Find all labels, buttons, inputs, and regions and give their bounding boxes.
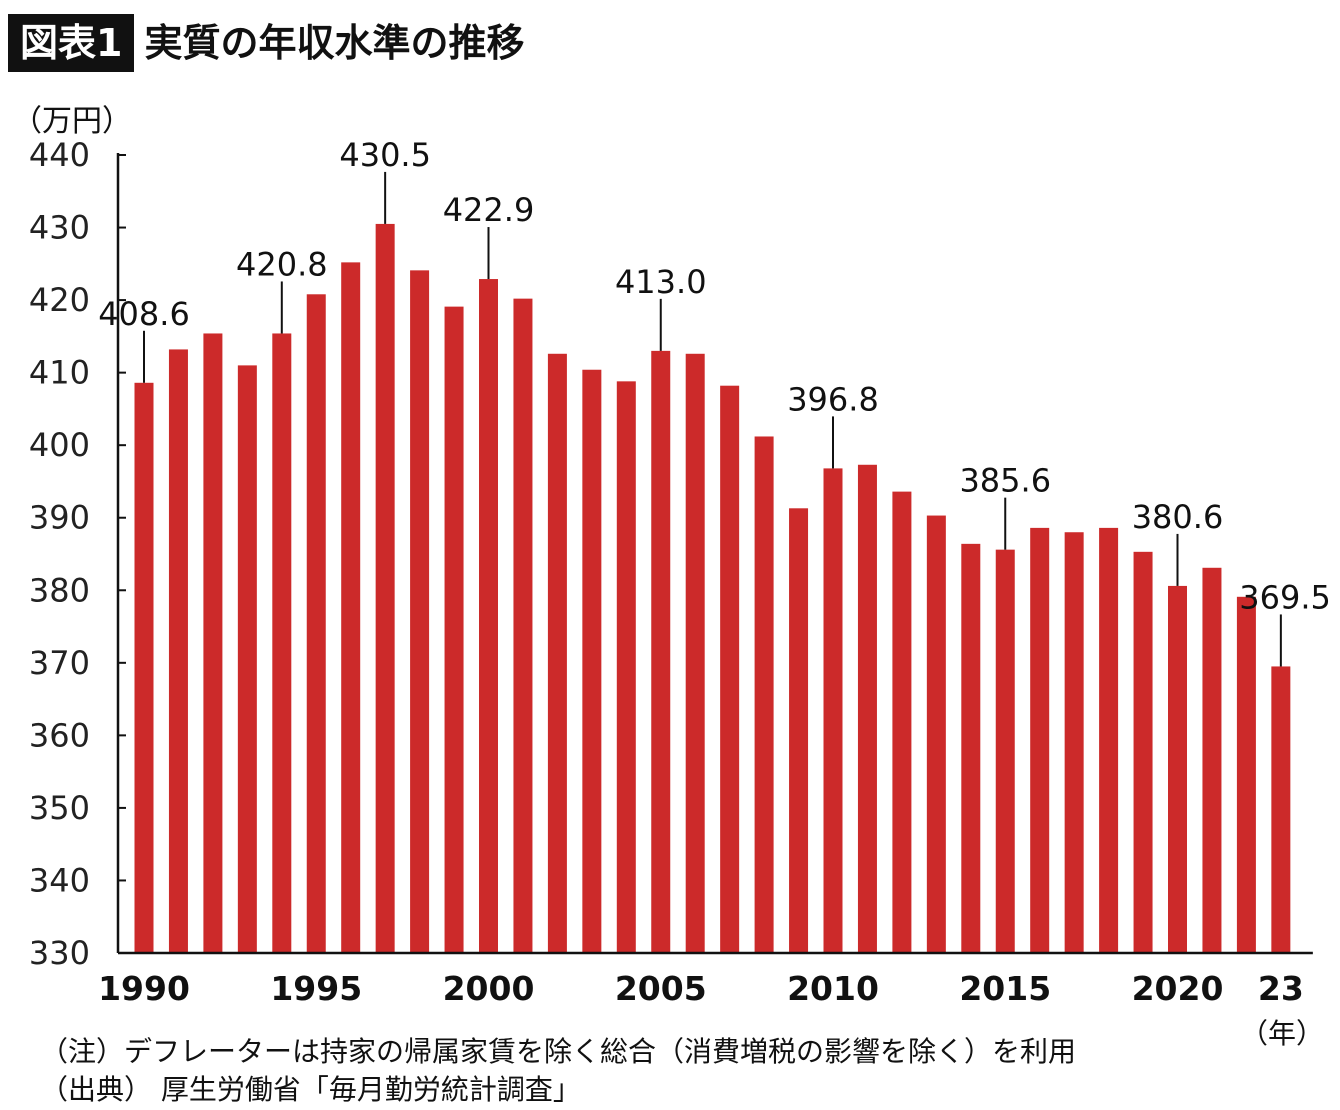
bar-2003: [582, 369, 602, 953]
y-axis-unit: （万円）: [12, 104, 132, 139]
y-tick-label-330: 330: [29, 934, 90, 972]
bar-2004: [616, 381, 636, 954]
y-tick-label-360: 360: [29, 716, 90, 754]
value-label-2020: 380.6: [1132, 498, 1224, 536]
x-tick-label-2020: 2020: [1132, 969, 1224, 1008]
bar-2012: [892, 491, 912, 953]
bar-2015: [995, 549, 1015, 953]
x-tick-label-2000: 2000: [443, 969, 535, 1008]
bar-1990: [134, 382, 154, 953]
y-tick-label-440: 440: [29, 136, 90, 174]
value-label-2005: 413.0: [615, 263, 707, 301]
y-tick-label-340: 340: [29, 861, 90, 899]
bar-1997: [375, 223, 395, 953]
value-label-2010: 396.8: [787, 380, 879, 418]
bar-2016: [1030, 527, 1050, 953]
bar-2008: [754, 436, 774, 954]
bar-2009: [789, 508, 809, 953]
bar-2023: [1271, 666, 1291, 953]
bar-2017: [1064, 532, 1084, 953]
value-label-2000: 422.9: [443, 191, 535, 229]
bar-1995: [306, 294, 326, 954]
figure-badge: 図表1: [8, 14, 135, 72]
footnote: （注）デフレーターは持家の帰属家賃を除く総合（消費増税の影響を除く）を利用: [40, 1035, 1077, 1068]
bar-1998: [410, 270, 430, 953]
bar-2000: [479, 279, 498, 953]
bar-2019: [1133, 551, 1153, 953]
y-tick-label-430: 430: [29, 209, 90, 247]
y-tick-label-400: 400: [29, 426, 90, 464]
chart-title: 実質の年収水準の推移: [144, 21, 525, 65]
bar-2007: [720, 385, 740, 953]
value-label-1990: 408.6: [98, 295, 190, 333]
bar-2001: [513, 298, 533, 953]
bar-1992: [203, 333, 223, 954]
y-tick-label-410: 410: [29, 354, 90, 392]
bar-2002: [547, 353, 567, 953]
y-tick-label-350: 350: [29, 789, 90, 827]
bar-1994: [272, 333, 292, 954]
x-tick-label-1990: 1990: [98, 969, 190, 1008]
bar-2011: [857, 464, 877, 953]
x-axis-unit: （年）: [1240, 1017, 1325, 1050]
y-tick-label-390: 390: [29, 499, 90, 537]
y-tick-label-420: 420: [29, 281, 90, 319]
value-label-1994: 420.8: [236, 245, 328, 283]
bar-1999: [444, 306, 464, 953]
source-note: （出典） 厚生労働省「毎月勤労統計調査」: [40, 1073, 581, 1106]
bar-2005: [651, 350, 671, 953]
x-tick-label-2015: 2015: [959, 969, 1051, 1008]
x-tick-label-2005: 2005: [615, 969, 707, 1008]
value-label-2023: 369.5: [1239, 578, 1331, 616]
bar-1993: [237, 365, 257, 953]
y-tick-label-370: 370: [29, 644, 90, 682]
bar-2013: [926, 515, 946, 953]
bar-2021: [1202, 567, 1222, 953]
bar-1991: [168, 349, 188, 953]
bar-2014: [961, 543, 981, 953]
bar-1996: [341, 262, 361, 953]
bar-2006: [685, 353, 705, 953]
bar-2018: [1099, 527, 1119, 953]
bar-2020: [1168, 585, 1187, 953]
x-tick-label-2023: 23: [1258, 969, 1304, 1008]
title-row: 図表1 実質の年収水準の推移: [8, 14, 524, 72]
value-label-1997: 430.5: [339, 136, 431, 174]
value-label-2015: 385.6: [959, 462, 1051, 500]
y-tick-label-380: 380: [29, 571, 90, 609]
x-tick-label-1995: 1995: [270, 969, 362, 1008]
bar-2010: [823, 468, 843, 953]
bar-2022: [1236, 596, 1256, 953]
x-tick-label-2010: 2010: [787, 969, 879, 1008]
